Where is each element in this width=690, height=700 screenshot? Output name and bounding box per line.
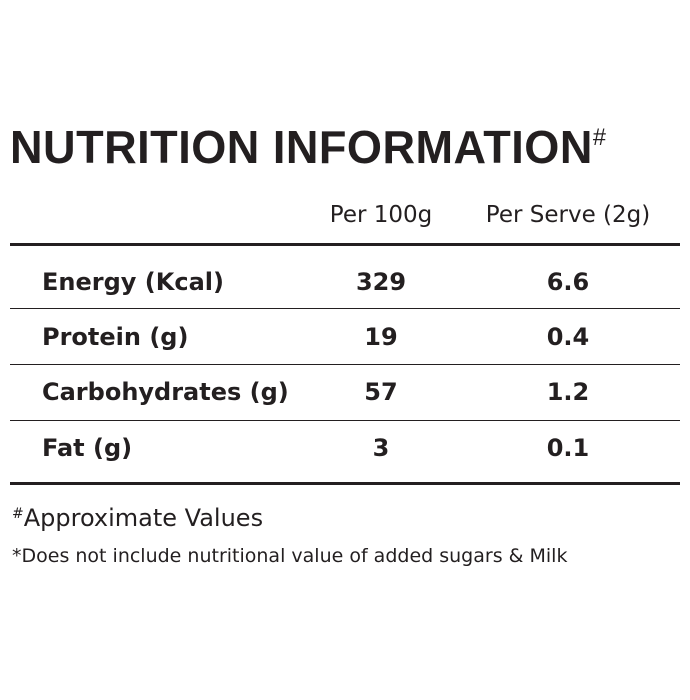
footnote-mark: # [12,506,24,522]
cell: 0.4 [546,323,590,351]
column-header: Per Serve (2g) [485,202,651,228]
column-header: Per 100g [329,202,433,228]
footnote: *Does not include nutritional value of a… [12,545,568,567]
cell: 19 [364,323,398,351]
cell: 0.1 [546,434,590,462]
row-label: Carbohydrates (g) [42,378,289,406]
title-text: NUTRITION INFORMATION [10,121,593,173]
cell: 6.6 [546,268,590,296]
title-mark: # [592,124,607,151]
rule [10,364,680,365]
footnote: #Approximate Values [12,504,263,532]
row-label: Protein (g) [42,323,189,351]
rule [10,308,680,309]
rule [10,243,680,246]
footnote-text: Approximate Values [23,504,264,532]
row-label: Fat (g) [42,434,133,462]
cell: 57 [364,378,398,406]
rule [10,420,680,421]
row-label: Energy (Kcal) [42,268,224,296]
title: NUTRITION INFORMATION# [10,120,606,174]
cell: 329 [355,268,407,296]
cell: 1.2 [546,378,590,406]
cell: 3 [372,434,390,462]
rule [10,482,680,485]
